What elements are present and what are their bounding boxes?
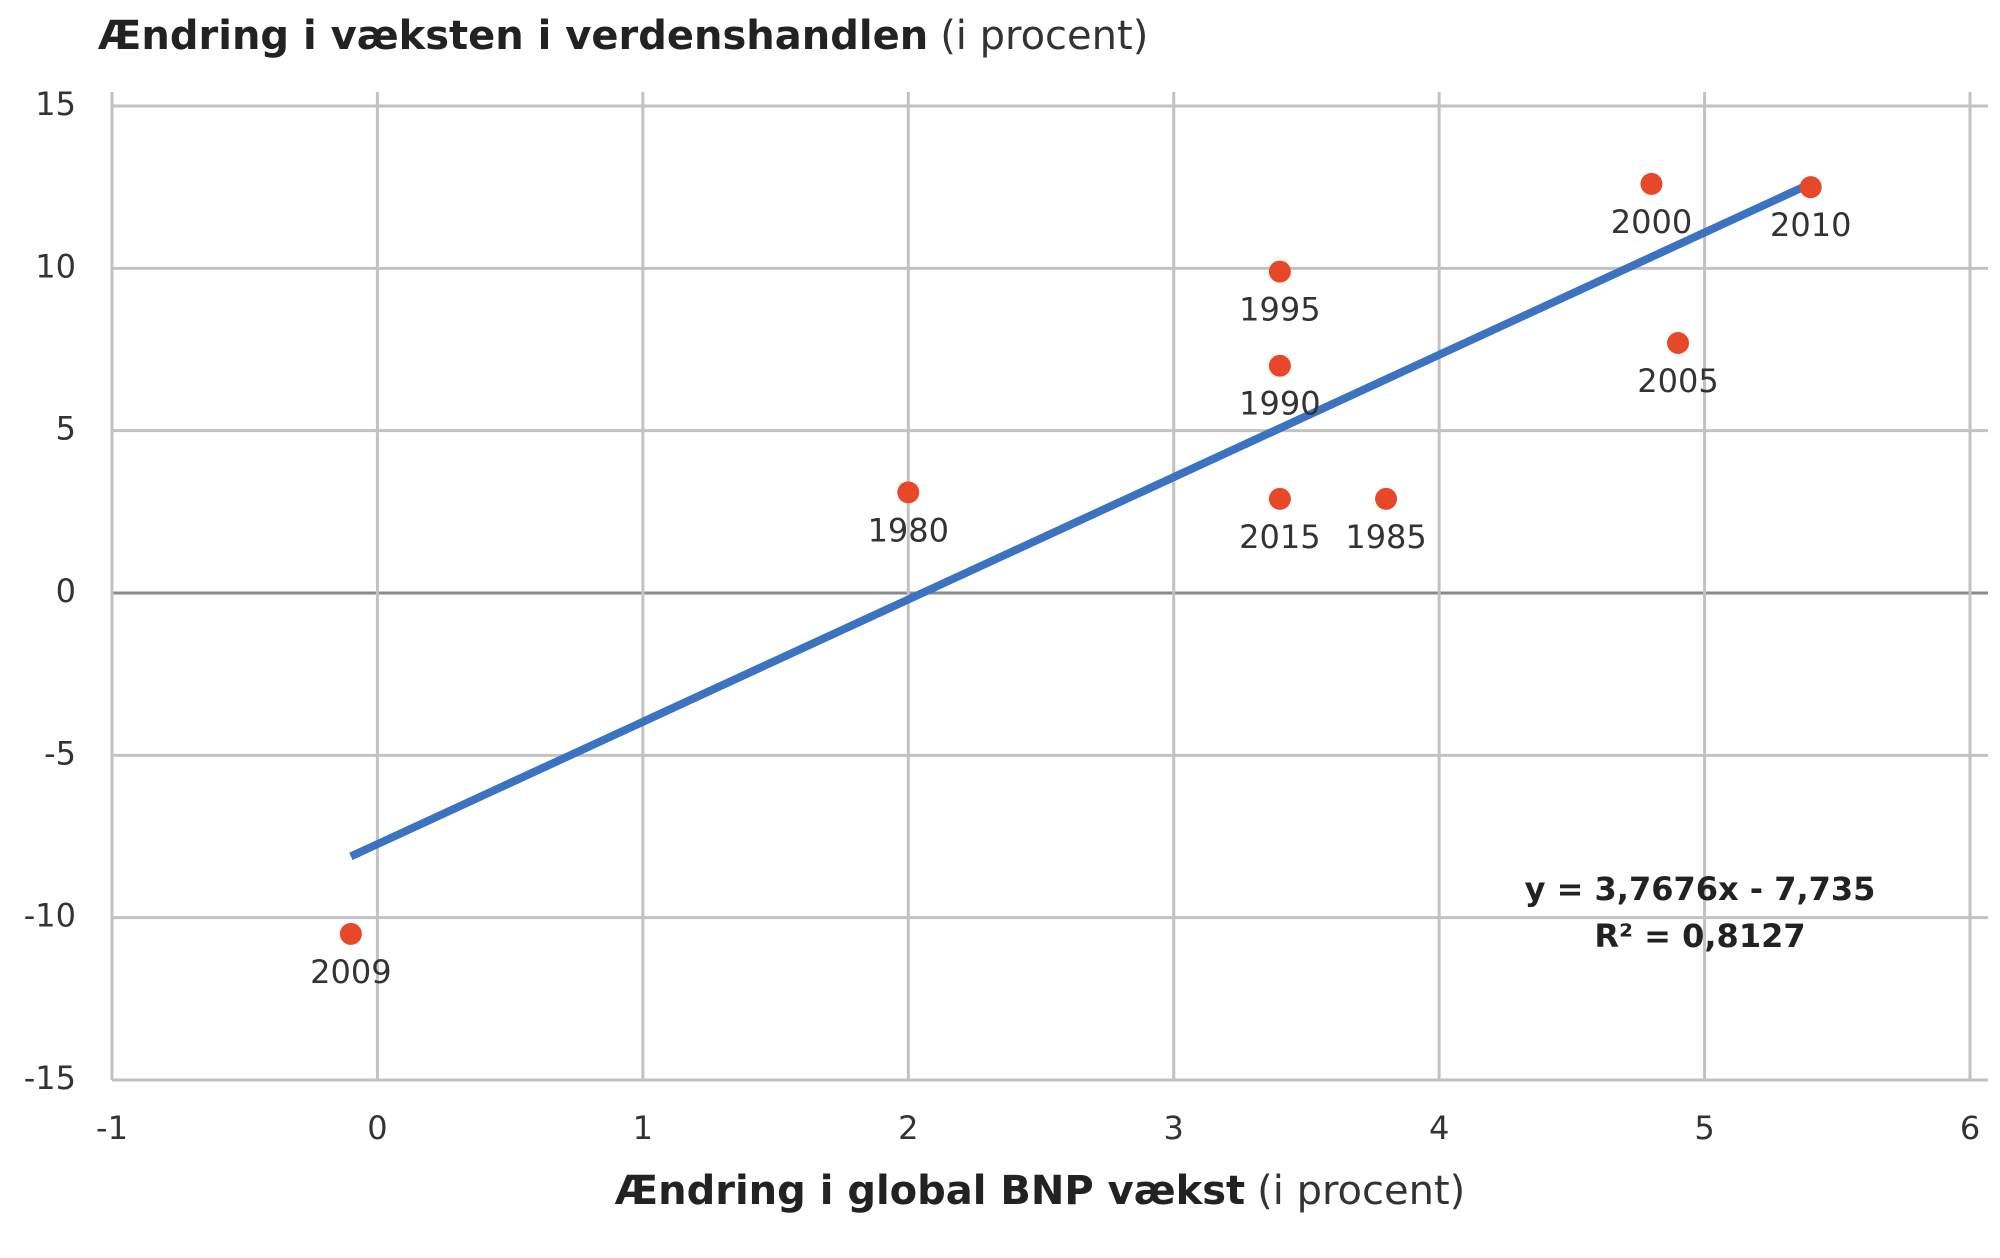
trend-r2: R² = 0,8127: [1594, 917, 1805, 955]
y-tick-label: 10: [35, 247, 76, 285]
x-label-main: Ændring i global BNP vækst: [615, 1168, 1245, 1214]
x-tick-label: 4: [1429, 1109, 1449, 1147]
point-label: 2009: [310, 953, 391, 991]
point-label: 2010: [1770, 206, 1851, 244]
y-tick-label: 0: [56, 572, 76, 610]
point: [339, 922, 362, 945]
point-label: 2005: [1637, 362, 1718, 400]
x-tick-label: -1: [96, 1109, 128, 1147]
y-tick-label: 5: [56, 410, 76, 448]
point: [1268, 260, 1291, 283]
x-tick-label: 2: [898, 1109, 918, 1147]
point-label: 2015: [1239, 518, 1320, 556]
y-tick-label: 15: [35, 85, 76, 123]
point: [1667, 332, 1690, 355]
point: [897, 481, 920, 504]
point: [1375, 487, 1398, 510]
chart-title: Ændring i væksten i verdenshandlen (i pro…: [98, 13, 1148, 59]
x-tick-label: 5: [1694, 1109, 1714, 1147]
point: [1799, 176, 1822, 199]
point: [1640, 172, 1663, 195]
y-tick-label: -5: [44, 734, 76, 772]
x-label-note: (i procent): [1257, 1168, 1465, 1214]
x-tick-label: 6: [1960, 1109, 1980, 1147]
trendline: [349, 179, 1813, 860]
y-tick-label: -15: [24, 1059, 76, 1097]
x-axis-title: Ændring i global BNP vækst (i procent): [615, 1168, 1466, 1214]
point-label: 1990: [1239, 385, 1320, 423]
point-label: 1985: [1345, 518, 1426, 556]
point-label: 1995: [1239, 291, 1320, 329]
point: [1268, 487, 1291, 510]
x-tick-label: 1: [633, 1109, 653, 1147]
title-main: Ændring i væksten i verdenshandlen: [98, 13, 928, 59]
title-note: (i procent): [940, 13, 1148, 59]
point-label: 2000: [1611, 203, 1692, 241]
point-label: 1980: [868, 511, 949, 549]
y-tick-label: -10: [24, 897, 76, 935]
x-tick-label: 3: [1164, 1109, 1184, 1147]
x-tick-label: 0: [367, 1109, 387, 1147]
point: [1268, 354, 1291, 377]
trend-equation: y = 3,7676x - 7,735: [1525, 870, 1876, 908]
